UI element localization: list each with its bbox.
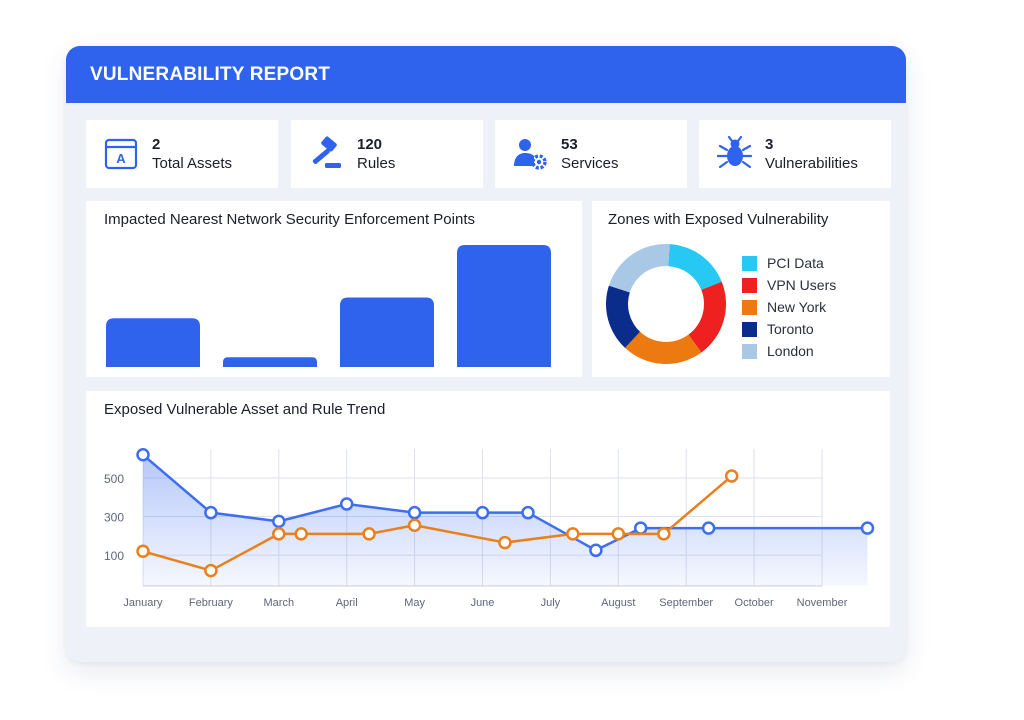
data-point [407,505,422,520]
x-tick-label: January [123,597,163,609]
stat-value: 120 [357,136,383,153]
legend-label: New York [767,299,827,315]
bug-icon [715,135,753,173]
donut-slice [606,285,641,348]
stat-label: Services [561,155,619,172]
data-point [272,527,286,541]
vulnerability-report-card: VULNERABILITY REPORT A 2 Total Assets 12… [66,46,906,662]
y-tick-label: 500 [104,472,124,486]
data-point [204,505,218,520]
data-point [294,527,308,541]
data-point [633,521,648,535]
stat-card-total-assets: A 2 Total Assets [86,120,278,188]
series-area-assets [143,454,868,586]
data-point [566,527,580,541]
report-title: VULNERABILITY REPORT [90,63,331,85]
bar [106,318,200,367]
donut-chart-title: Zones with Exposed Vulnerability [608,211,829,228]
y-tick-label: 100 [104,549,124,563]
legend-item: VPN Users [742,274,836,296]
data-point [136,544,150,559]
x-tick-label: February [189,597,234,609]
x-tick-label: May [404,597,425,609]
legend-swatch [742,343,757,359]
svg-text:A: A [116,151,126,166]
user-gear-icon [511,135,549,173]
data-point [521,505,535,520]
bar-chart [106,245,551,367]
donut-slice [608,244,670,293]
gavel-icon [307,135,345,173]
donut-legend: PCI Data VPN Users New York Toronto Lond… [742,252,836,362]
legend-label: VPN Users [767,277,837,293]
x-tick-label: March [264,597,295,609]
stat-card-rules: 120 Rules [291,120,483,188]
zones-panel: Zones with Exposed Vulnerability PCI Dat… [592,201,890,377]
data-point [136,448,150,462]
data-point [657,527,671,541]
data-point [611,527,626,541]
x-tick-label: July [541,597,561,609]
bar [223,357,317,367]
data-point [339,497,354,511]
x-tick-label: October [735,597,774,609]
data-point [272,514,286,529]
data-point [475,505,490,520]
legend-label: Toronto [767,321,814,337]
trend-panel: Exposed Vulnerable Asset and Rule Trend … [86,391,890,627]
data-point [407,518,422,532]
x-tick-label: August [601,597,635,609]
legend-item: New York [742,296,836,318]
donut-chart [606,244,726,364]
enforcement-points-panel: Impacted Nearest Network Security Enforc… [86,201,582,377]
donut-slice [625,331,702,364]
x-tick-label: November [797,597,848,609]
stat-value: 53 [561,136,578,153]
data-point [701,521,716,535]
data-point [204,563,218,578]
data-point [860,521,875,535]
data-point [589,543,603,558]
donut-slice [688,281,726,353]
x-tick-label: September [659,597,713,609]
stat-value: 2 [152,136,161,153]
bar-chart-title: Impacted Nearest Network Security Enforc… [104,211,475,228]
legend-swatch [742,255,757,271]
x-tick-label: April [336,597,358,609]
data-point [724,469,739,483]
legend-swatch [742,299,757,315]
legend-swatch [742,321,757,337]
data-point [498,535,512,550]
stat-label: Rules [357,155,396,172]
stat-value: 3 [765,136,774,153]
legend-item: Toronto [742,318,836,340]
legend-item: London [742,340,836,362]
stat-label: Vulnerabilities [765,155,858,172]
x-tick-label: June [471,597,495,609]
stat-card-services: 53 Services [495,120,687,188]
legend-label: PCI Data [767,255,824,271]
y-tick-label: 300 [104,511,124,525]
bar [457,245,551,367]
browser-window-icon: A [102,135,140,173]
line-chart-title: Exposed Vulnerable Asset and Rule Trend [104,401,386,418]
donut-slice [668,244,722,290]
bar [340,297,434,367]
legend-item: PCI Data [742,252,836,274]
data-point [362,527,376,541]
stat-label: Total Assets [152,155,233,172]
report-header: VULNERABILITY REPORT [66,46,906,103]
line-chart: 100 300 500 January February March April May Jun… [104,448,875,609]
legend-label: London [767,343,814,359]
legend-swatch [742,277,757,293]
stat-card-vulnerabilities: 3 Vulnerabilities [699,120,891,188]
